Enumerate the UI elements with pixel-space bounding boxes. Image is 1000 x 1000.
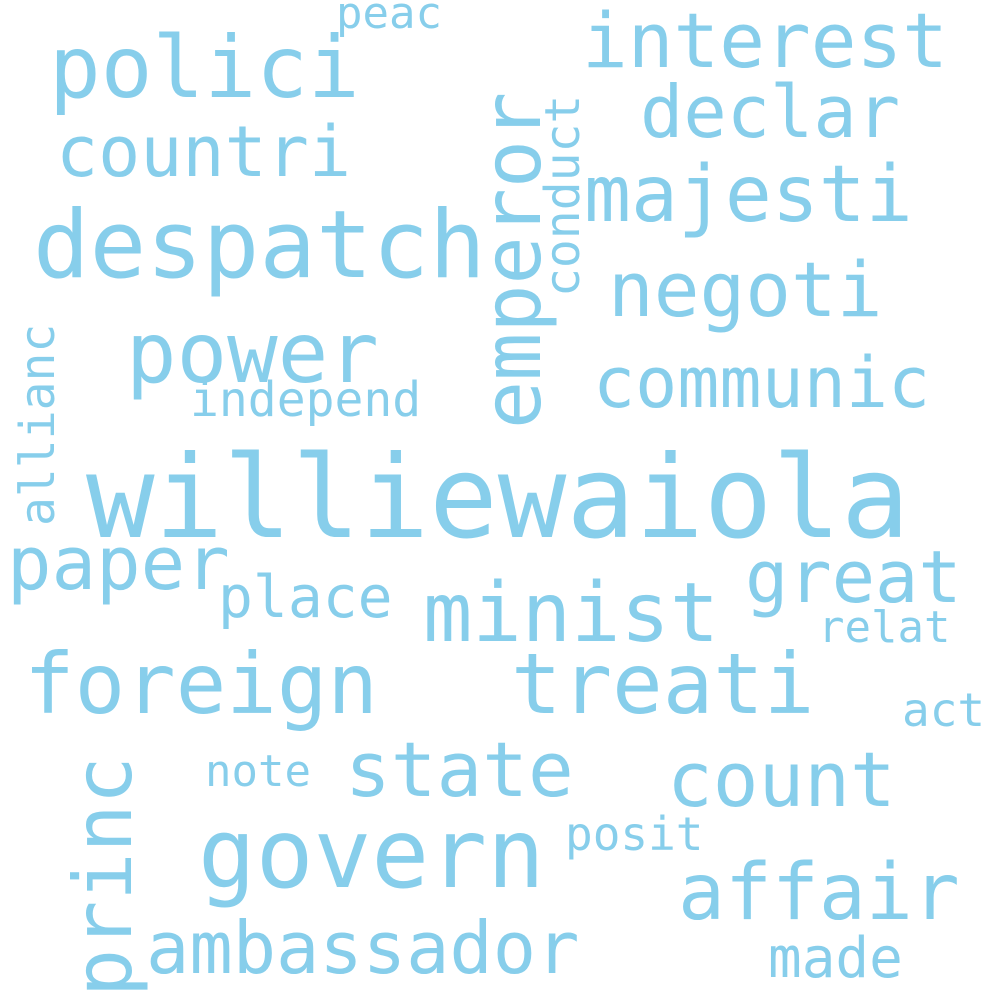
word-communic: communic bbox=[593, 342, 931, 424]
word-majesti: majesti bbox=[584, 150, 913, 240]
word-affair: affair bbox=[678, 848, 960, 938]
word-paper: paper bbox=[7, 521, 230, 607]
word-count: count bbox=[667, 735, 896, 824]
word-place: place bbox=[218, 563, 393, 631]
word-polici: polici bbox=[49, 18, 360, 118]
word-interest: interest bbox=[582, 0, 949, 85]
word-peac: peac bbox=[336, 0, 442, 39]
word-conduct: conduct bbox=[535, 94, 591, 297]
word-power: power bbox=[126, 304, 379, 402]
word-negoti: negoti bbox=[608, 245, 883, 334]
word-princ: princ bbox=[57, 756, 150, 997]
word-independ: independ bbox=[190, 372, 422, 428]
word-state: state bbox=[345, 725, 574, 814]
word-williewaiola: williewaiola bbox=[86, 431, 910, 564]
word-countri: countri bbox=[56, 111, 352, 193]
word-posit: posit bbox=[565, 807, 704, 861]
word-treati: treati bbox=[511, 635, 815, 733]
word-govern: govern bbox=[198, 798, 545, 910]
word-made: made bbox=[768, 926, 903, 991]
word-despatch: despatch bbox=[33, 191, 486, 300]
word-ambassador: ambassador bbox=[146, 906, 580, 990]
word-relat: relat bbox=[818, 602, 951, 653]
word-minist: minist bbox=[423, 566, 720, 661]
word-allianc: allianc bbox=[10, 323, 66, 526]
word-note: note bbox=[205, 746, 311, 797]
word-act: act bbox=[902, 683, 986, 737]
word-great: great bbox=[745, 535, 962, 619]
word-declar: declar bbox=[640, 70, 901, 154]
word-foreign: foreign bbox=[24, 635, 379, 733]
